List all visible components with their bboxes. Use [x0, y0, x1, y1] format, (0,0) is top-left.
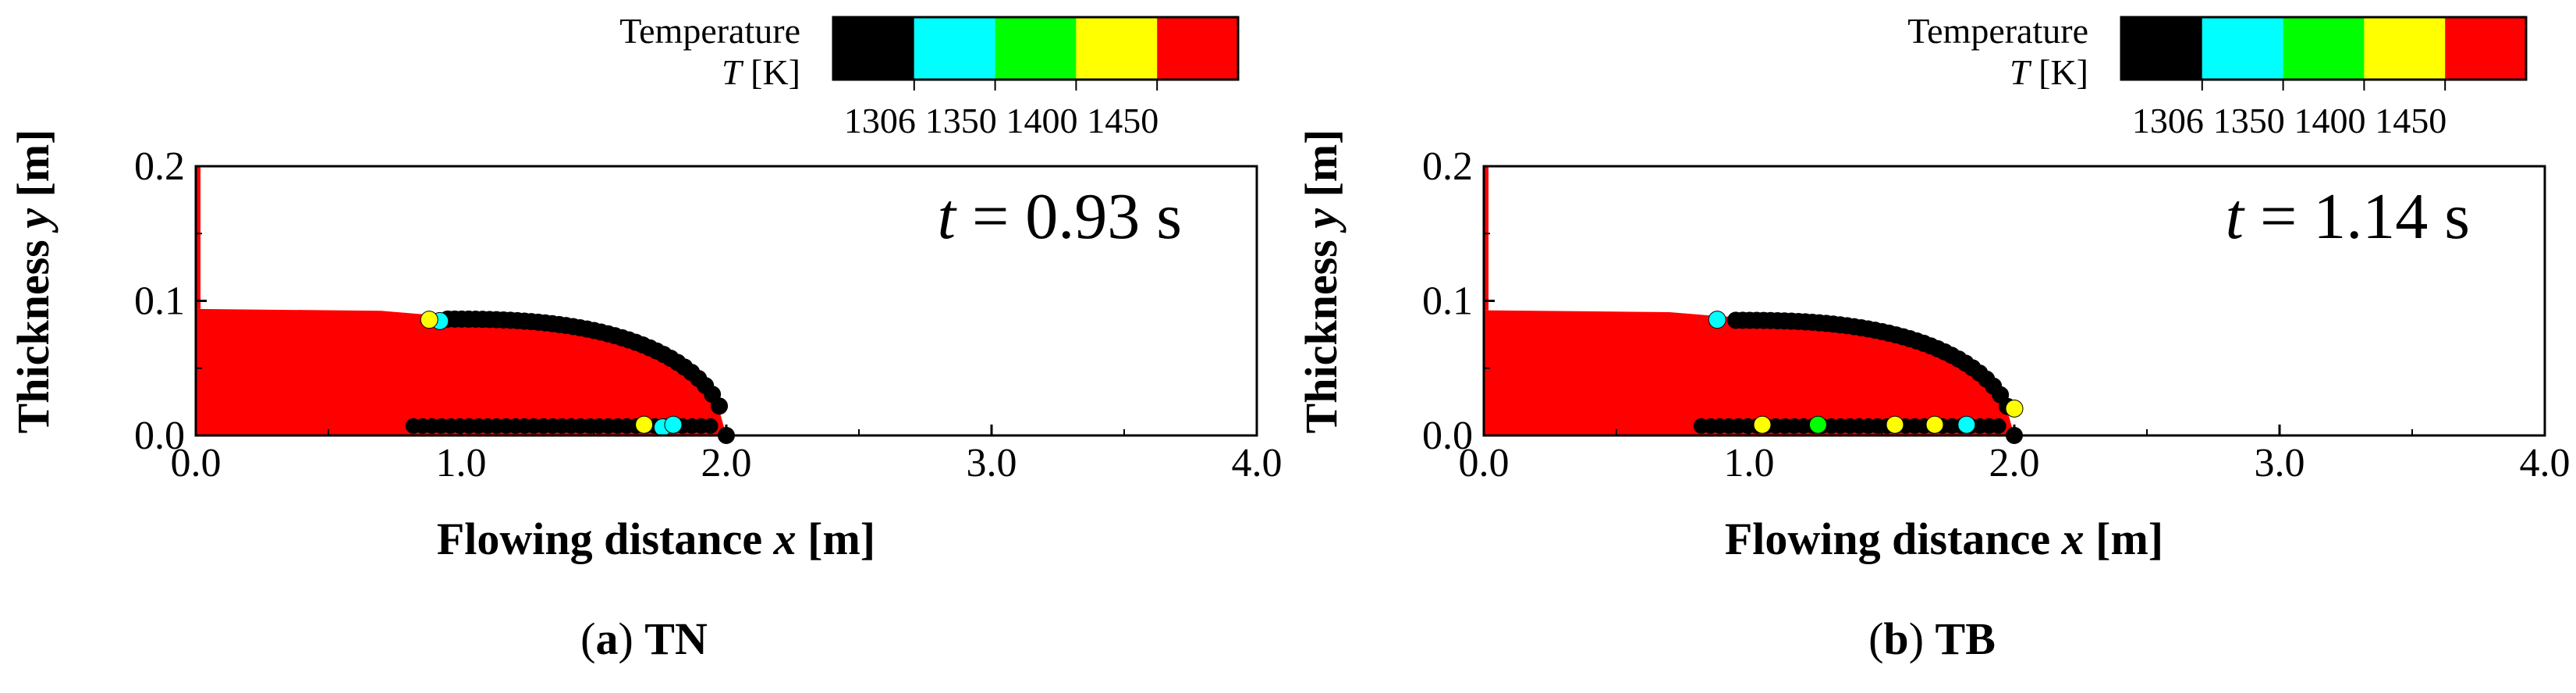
x-tick-label: 2.0: [1989, 441, 2040, 485]
data-point: [2005, 400, 2024, 418]
time-annotation: t = 0.93 s: [938, 180, 1182, 253]
data-point: [1925, 415, 1944, 434]
data-point: [1753, 415, 1772, 434]
x-axis-label-unit: [m]: [2085, 514, 2163, 564]
x-axis-label: Flowing distance x [m]: [437, 514, 875, 564]
x-tick-label: 1.0: [1724, 441, 1775, 485]
source-strip: [1484, 166, 1488, 311]
caption-a: (a) TN: [580, 613, 708, 664]
colorbar-tick-label: 1450: [1087, 101, 1158, 140]
caption-b: (b) TB: [1868, 613, 1996, 664]
y-tick-label: 0.1: [1422, 279, 1473, 324]
y-axis-label-unit: [m]: [1296, 130, 1347, 208]
crust-particle: [711, 397, 729, 415]
panel-a: 1306 1350 1400 1450 Temperature T [K] 0.0 1.0 2.…: [8, 11, 1283, 664]
x-axis-label-var: x: [773, 514, 797, 564]
x-tick-label: 1.0: [436, 441, 487, 485]
colorbar-title: Temperature: [1907, 11, 2088, 51]
x-tick-label: 0.0: [1459, 441, 1510, 485]
time-symbol: t: [938, 180, 972, 253]
y-axis-label-var: y: [8, 208, 59, 233]
colorbar-frame: [2120, 16, 2528, 81]
colorbar-var-unit: [K]: [742, 52, 800, 92]
colorbar-segment: [2121, 17, 2202, 80]
x-tick-label: 2.0: [701, 441, 752, 485]
y-axis-label-text: Thickness: [8, 229, 59, 434]
colorbar-segment: [2364, 17, 2446, 80]
colorbar-segment: [995, 17, 1077, 80]
time-value: = 0.93 s: [972, 180, 1182, 253]
data-point: [1886, 415, 1904, 434]
flow-body: [1484, 310, 2014, 435]
x-tick-label: 4.0: [1232, 441, 1283, 485]
data-point: [420, 311, 438, 329]
colorbar-title: Temperature: [619, 11, 800, 51]
x-axis-label-unit: [m]: [797, 514, 875, 564]
x-tick-label: 3.0: [2255, 441, 2305, 485]
time-value: = 1.14 s: [2260, 180, 2470, 253]
colorbar-segment: [2202, 17, 2283, 80]
colorbar-segment: [2283, 17, 2365, 80]
caption-text: TN: [644, 613, 708, 664]
x-tick-label: 4.0: [2520, 441, 2571, 485]
data-point: [1708, 311, 1726, 329]
caption-text: TB: [1935, 613, 1996, 664]
y-tick-label: 0.2: [1422, 144, 1473, 189]
source-strip: [196, 166, 200, 309]
bottom-particle: [1990, 418, 2007, 434]
y-tick-label: 0.0: [1422, 414, 1473, 458]
flow-body: [196, 308, 726, 435]
data-point: [664, 415, 683, 434]
data-point: [635, 415, 654, 434]
caption-letter: a: [595, 613, 619, 664]
panel-b: 1306 1350 1400 1450 Temperature T [K] 0.0 1.0 2.…: [1288, 0, 2576, 693]
time-symbol: t: [2226, 180, 2260, 253]
colorbar-tick-label: 1306: [2132, 101, 2204, 140]
colorbar-var-symbol: T: [722, 52, 744, 92]
data-point: [1808, 415, 1827, 434]
colorbar-var-symbol: T: [2010, 52, 2032, 92]
bottom-particle: [702, 418, 719, 434]
colorbar-tick-label: 1400: [2294, 101, 2366, 140]
colorbar-frame: [832, 16, 1240, 81]
colorbar-tick-label: 1350: [925, 101, 997, 140]
y-axis-label-unit: [m]: [8, 130, 59, 208]
data-point: [1957, 415, 1976, 434]
colorbar-variable: T [K]: [2010, 52, 2088, 92]
y-axis-label-var: y: [1296, 208, 1347, 233]
colorbar-tick-label: 1350: [2213, 101, 2285, 140]
x-axis-label-text: Flowing distance: [1725, 514, 2062, 564]
y-axis-label-text: Thickness: [1296, 229, 1347, 434]
colorbar-tick-label: 1306: [844, 101, 916, 140]
colorbar-segment: [833, 17, 914, 80]
x-tick-label: 3.0: [967, 441, 1017, 485]
x-axis-label-text: Flowing distance: [437, 514, 774, 564]
y-axis-label: Thickness y [m]: [8, 130, 59, 434]
colorbar-segment: [914, 17, 995, 80]
colorbar-segment: [2445, 17, 2526, 80]
colorbar-variable: T [K]: [722, 52, 800, 92]
y-tick-label: 0.0: [134, 414, 185, 458]
colorbar-segment: [1157, 17, 1238, 80]
x-tick-label: 0.0: [171, 441, 222, 485]
y-tick-label: 0.1: [134, 279, 185, 324]
caption-letter: b: [1883, 613, 1909, 664]
colorbar-var-unit: [K]: [2030, 52, 2088, 92]
colorbar-tick-label: 1450: [2375, 101, 2446, 140]
y-tick-label: 0.2: [134, 144, 185, 189]
colorbar-segment: [1076, 17, 1158, 80]
colorbar-tick-label: 1400: [1006, 101, 1078, 140]
x-axis-label-var: x: [2061, 514, 2085, 564]
time-annotation: t = 1.14 s: [2226, 180, 2470, 253]
y-axis-label: Thickness y [m]: [1296, 130, 1347, 434]
x-axis-label: Flowing distance x [m]: [1725, 514, 2163, 564]
